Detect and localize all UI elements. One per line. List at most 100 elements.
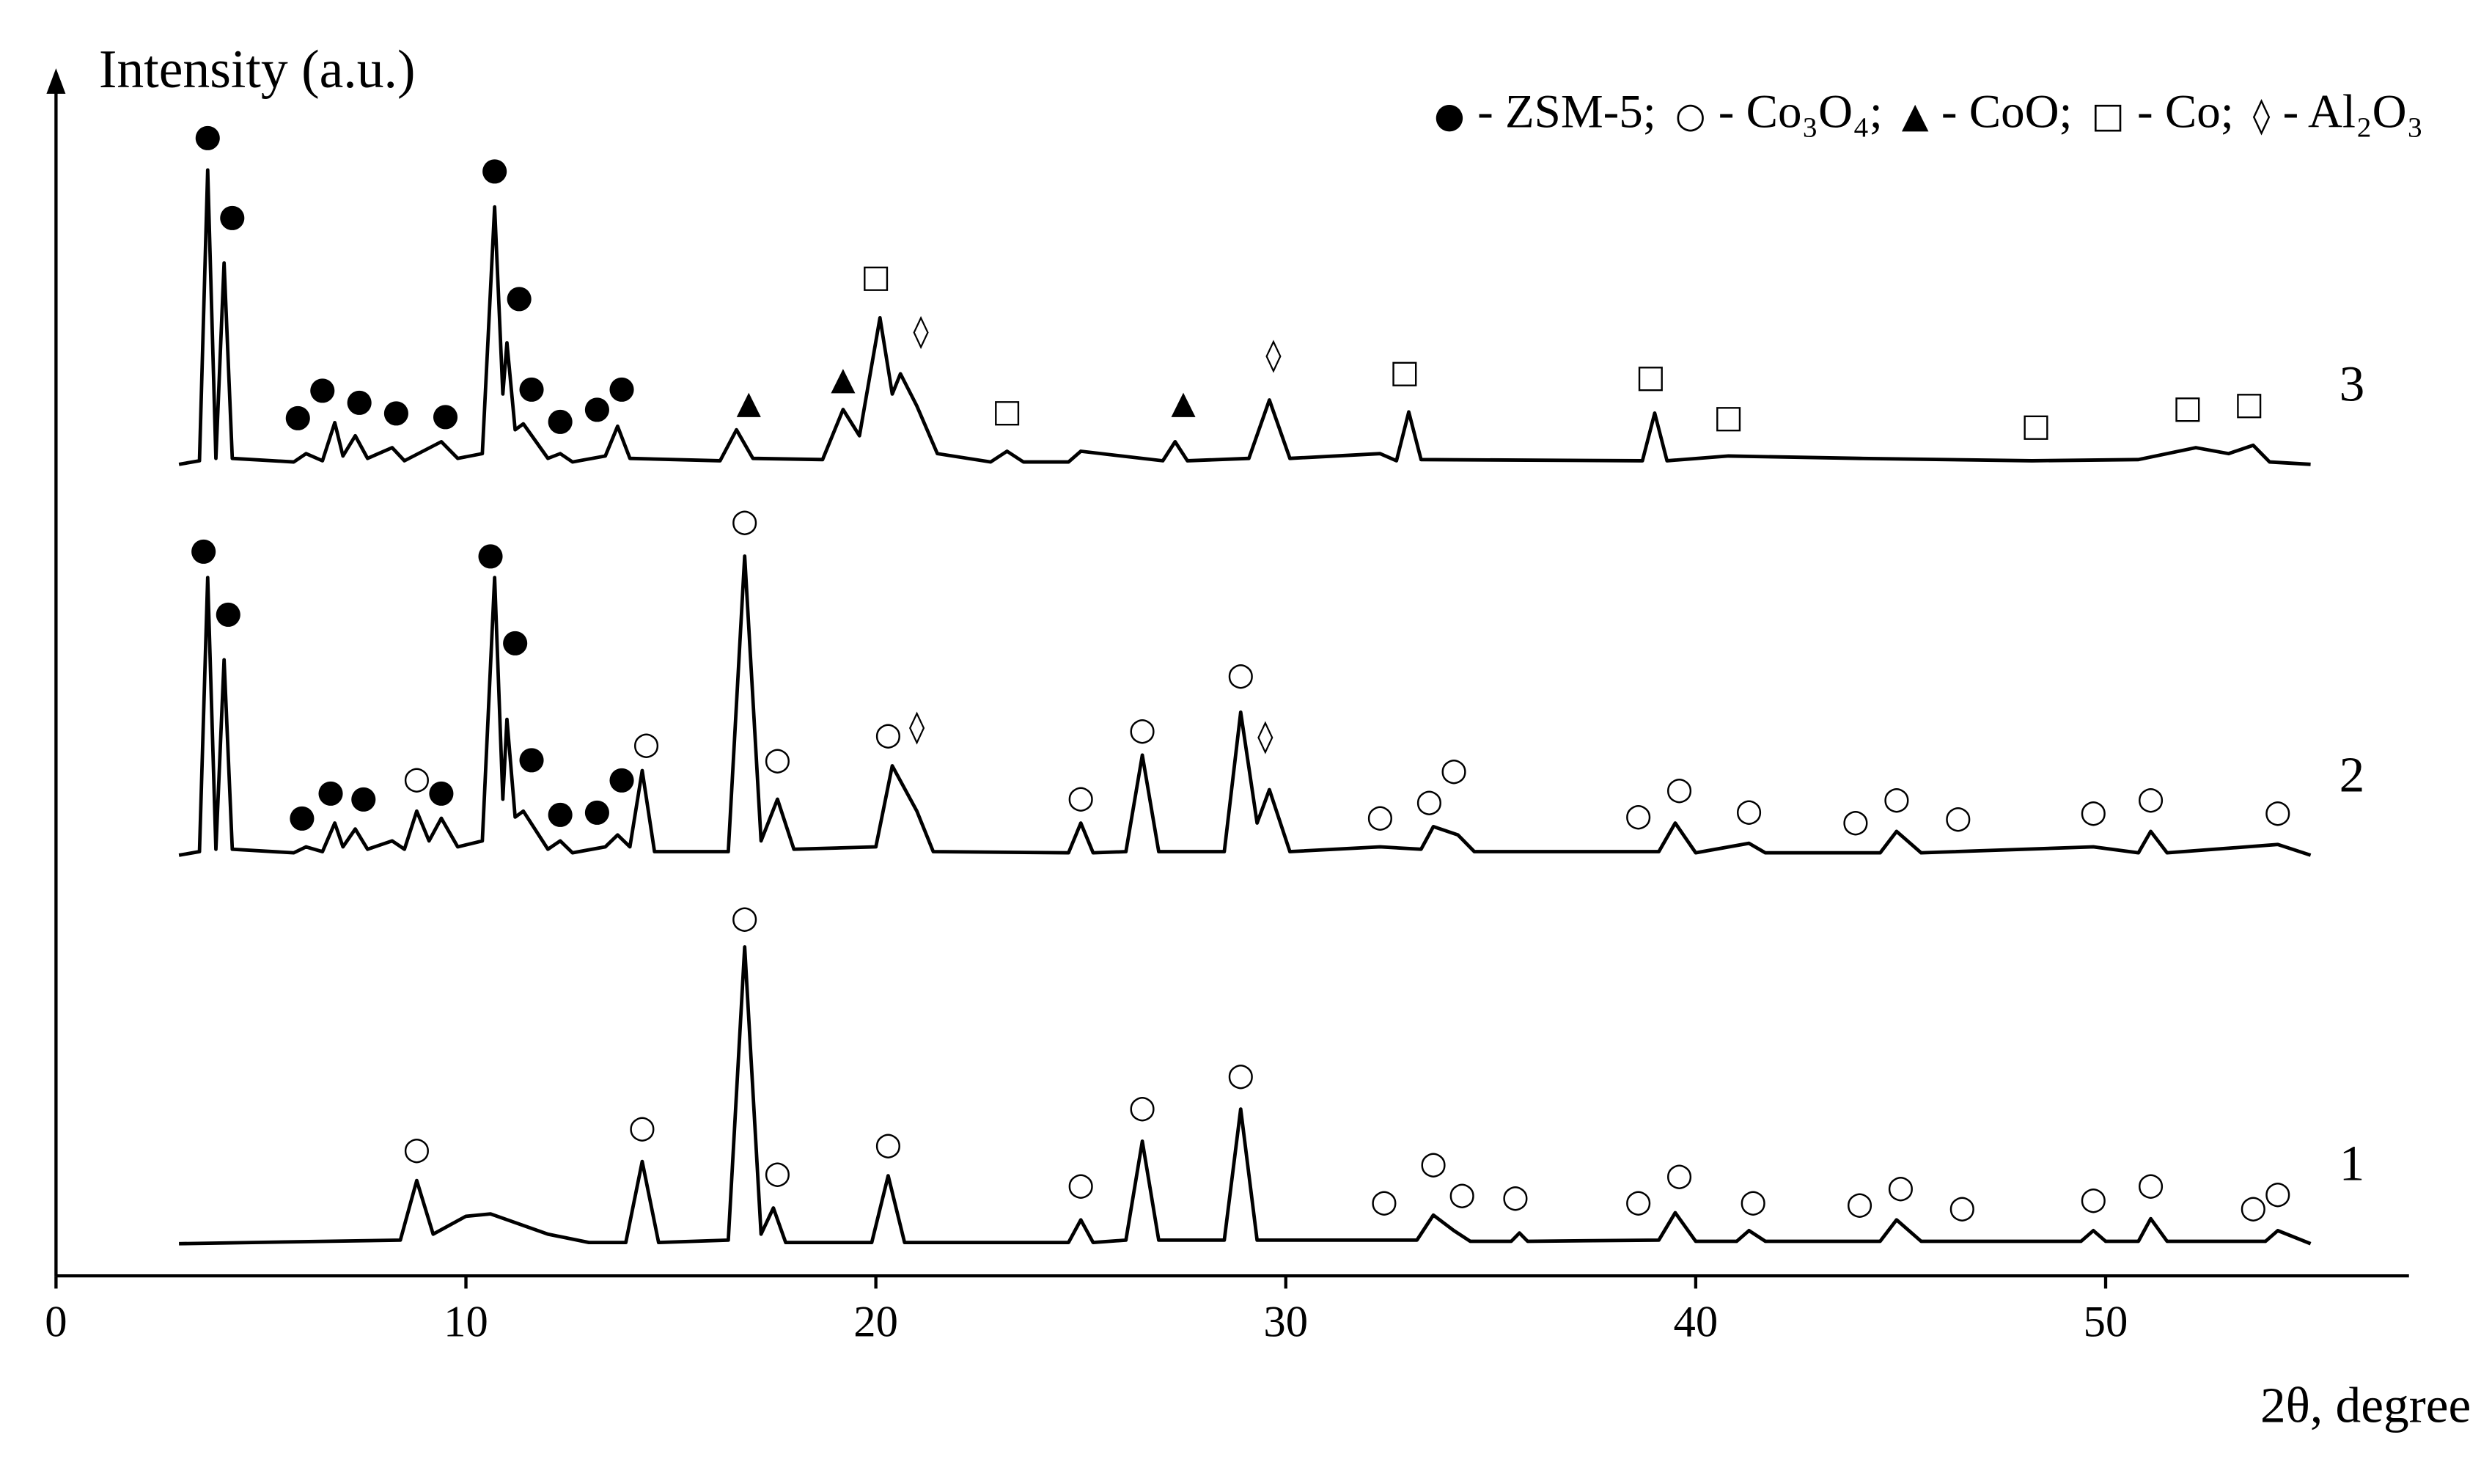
peak-marker: ○ xyxy=(2137,1167,2165,1203)
peak-marker: ○ xyxy=(1227,1057,1254,1093)
peak-marker: ○ xyxy=(875,1125,903,1162)
peak-marker: ○ xyxy=(731,502,759,539)
peak-marker: ● xyxy=(477,536,504,573)
peak-marker: ○ xyxy=(731,900,759,936)
x-tick-label: 30 xyxy=(1263,1297,1308,1346)
legend-label: - Co₃O₄; xyxy=(1719,85,1883,138)
peak-marker: ○ xyxy=(1948,1189,1976,1226)
peak-marker: □ xyxy=(1389,353,1419,390)
xrd-line xyxy=(178,554,2312,857)
peak-marker: ○ xyxy=(1502,1178,1529,1215)
peak-marker: ● xyxy=(190,531,218,567)
peak-marker: ○ xyxy=(1846,1186,1874,1222)
peak-marker: ● xyxy=(427,773,455,809)
peak-marker: ● xyxy=(288,798,316,835)
peak-marker: ○ xyxy=(764,741,792,778)
peak-marker: ○ xyxy=(1128,1089,1156,1125)
peak-marker: ○ xyxy=(1735,792,1763,829)
peak-marker: □ xyxy=(861,258,891,295)
peak-marker: ● xyxy=(284,397,312,434)
legend-symbol: ● xyxy=(1434,95,1465,136)
peak-marker: ● xyxy=(584,389,611,426)
peak-marker: ○ xyxy=(1067,779,1095,816)
peak-marker: ● xyxy=(608,369,636,405)
peak-marker: ○ xyxy=(1419,1145,1447,1181)
peak-marker: ● xyxy=(501,623,529,660)
peak-marker: ● xyxy=(608,760,636,797)
peak-marker: ○ xyxy=(2079,793,2107,830)
peak-marker: ◊ xyxy=(1265,337,1282,374)
peak-marker: ○ xyxy=(1944,799,1972,836)
peak-marker: □ xyxy=(2234,386,2264,422)
peak-marker: □ xyxy=(992,393,1022,430)
peak-marker: ○ xyxy=(2137,780,2165,817)
x-tick-label: 50 xyxy=(2084,1297,2128,1346)
legend-symbol: ◊ xyxy=(2253,95,2271,136)
legend-symbol: ▲ xyxy=(1902,95,1929,136)
peak-marker: ○ xyxy=(1887,1169,1915,1205)
peak-marker: ◊ xyxy=(1257,719,1273,755)
peak-marker: ● xyxy=(584,792,611,829)
legend-label: - CoO; xyxy=(1941,85,2073,138)
y-axis-title: Intensity (a.u.) xyxy=(99,39,416,99)
peak-marker: ● xyxy=(518,740,545,776)
peak-marker: ○ xyxy=(764,1154,792,1191)
peak-marker: ▲ xyxy=(737,385,762,422)
series-label: 2 xyxy=(2340,746,2365,803)
x-axis-title: 2θ, degree xyxy=(2260,1376,2471,1433)
xrd-line xyxy=(178,168,2311,466)
peak-marker: ◊ xyxy=(909,709,925,746)
legend: ● - ZSM-5; ○ - Co₃O₄; ▲ - CoO; □ - Co; ◊ - Al₂O₃ xyxy=(1434,85,2423,138)
peak-marker: ○ xyxy=(633,725,661,762)
peak-marker: ○ xyxy=(1842,803,1870,840)
peak-marker: ● xyxy=(194,117,221,154)
peak-marker: □ xyxy=(1636,359,1666,395)
x-tick-label: 10 xyxy=(444,1297,488,1346)
legend-label: - ZSM-5; xyxy=(1477,85,1656,138)
peak-marker: ○ xyxy=(1440,752,1468,788)
legend-symbol: ○ xyxy=(1675,95,1706,136)
legend-label: - Al₂O₃ xyxy=(2283,85,2424,138)
x-tick-label: 40 xyxy=(1674,1297,1719,1346)
x-tick-label: 0 xyxy=(45,1297,67,1346)
peak-marker: ○ xyxy=(2264,793,2292,830)
peak-marker: ○ xyxy=(1128,711,1156,748)
peak-marker: ○ xyxy=(1625,797,1653,834)
peak-marker: ▲ xyxy=(1171,385,1196,422)
legend-symbol: □ xyxy=(2092,95,2125,136)
peak-marker: ● xyxy=(309,370,337,407)
peak-marker: ○ xyxy=(1625,1183,1653,1219)
series-label: 3 xyxy=(2340,356,2365,412)
peak-marker: ● xyxy=(546,401,574,438)
peak-marker: □ xyxy=(2172,389,2202,426)
peak-marker: ○ xyxy=(2264,1175,2292,1211)
peak-marker: ○ xyxy=(1883,780,1911,817)
peak-marker: ○ xyxy=(2239,1189,2267,1226)
peak-marker: ○ xyxy=(2079,1180,2107,1217)
peak-marker: ○ xyxy=(1416,782,1444,819)
x-tick-label: 20 xyxy=(853,1297,898,1346)
peak-marker: ● xyxy=(481,151,509,188)
peak-marker: ● xyxy=(214,595,242,631)
peak-marker: ● xyxy=(432,397,460,433)
peak-marker: ○ xyxy=(1666,1157,1694,1194)
peak-marker: ○ xyxy=(1739,1183,1767,1219)
peak-marker: ◊ xyxy=(913,313,929,350)
peak-marker: ▲ xyxy=(831,361,856,397)
y-axis-arrow xyxy=(46,68,66,94)
peak-marker: ○ xyxy=(628,1109,656,1146)
peak-marker: ● xyxy=(317,773,345,809)
series-label: 1 xyxy=(2340,1135,2365,1191)
peak-marker: ● xyxy=(383,393,411,430)
peak-marker: ○ xyxy=(1448,1176,1476,1213)
peak-marker: ● xyxy=(505,279,533,315)
peak-marker: ○ xyxy=(1666,771,1694,807)
peak-marker: □ xyxy=(1713,399,1743,436)
xrd-line xyxy=(179,945,2312,1246)
peak-marker: ● xyxy=(518,369,545,405)
peak-marker: ○ xyxy=(1370,1183,1398,1219)
peak-marker: ○ xyxy=(875,716,903,752)
peak-marker: ● xyxy=(345,382,373,419)
